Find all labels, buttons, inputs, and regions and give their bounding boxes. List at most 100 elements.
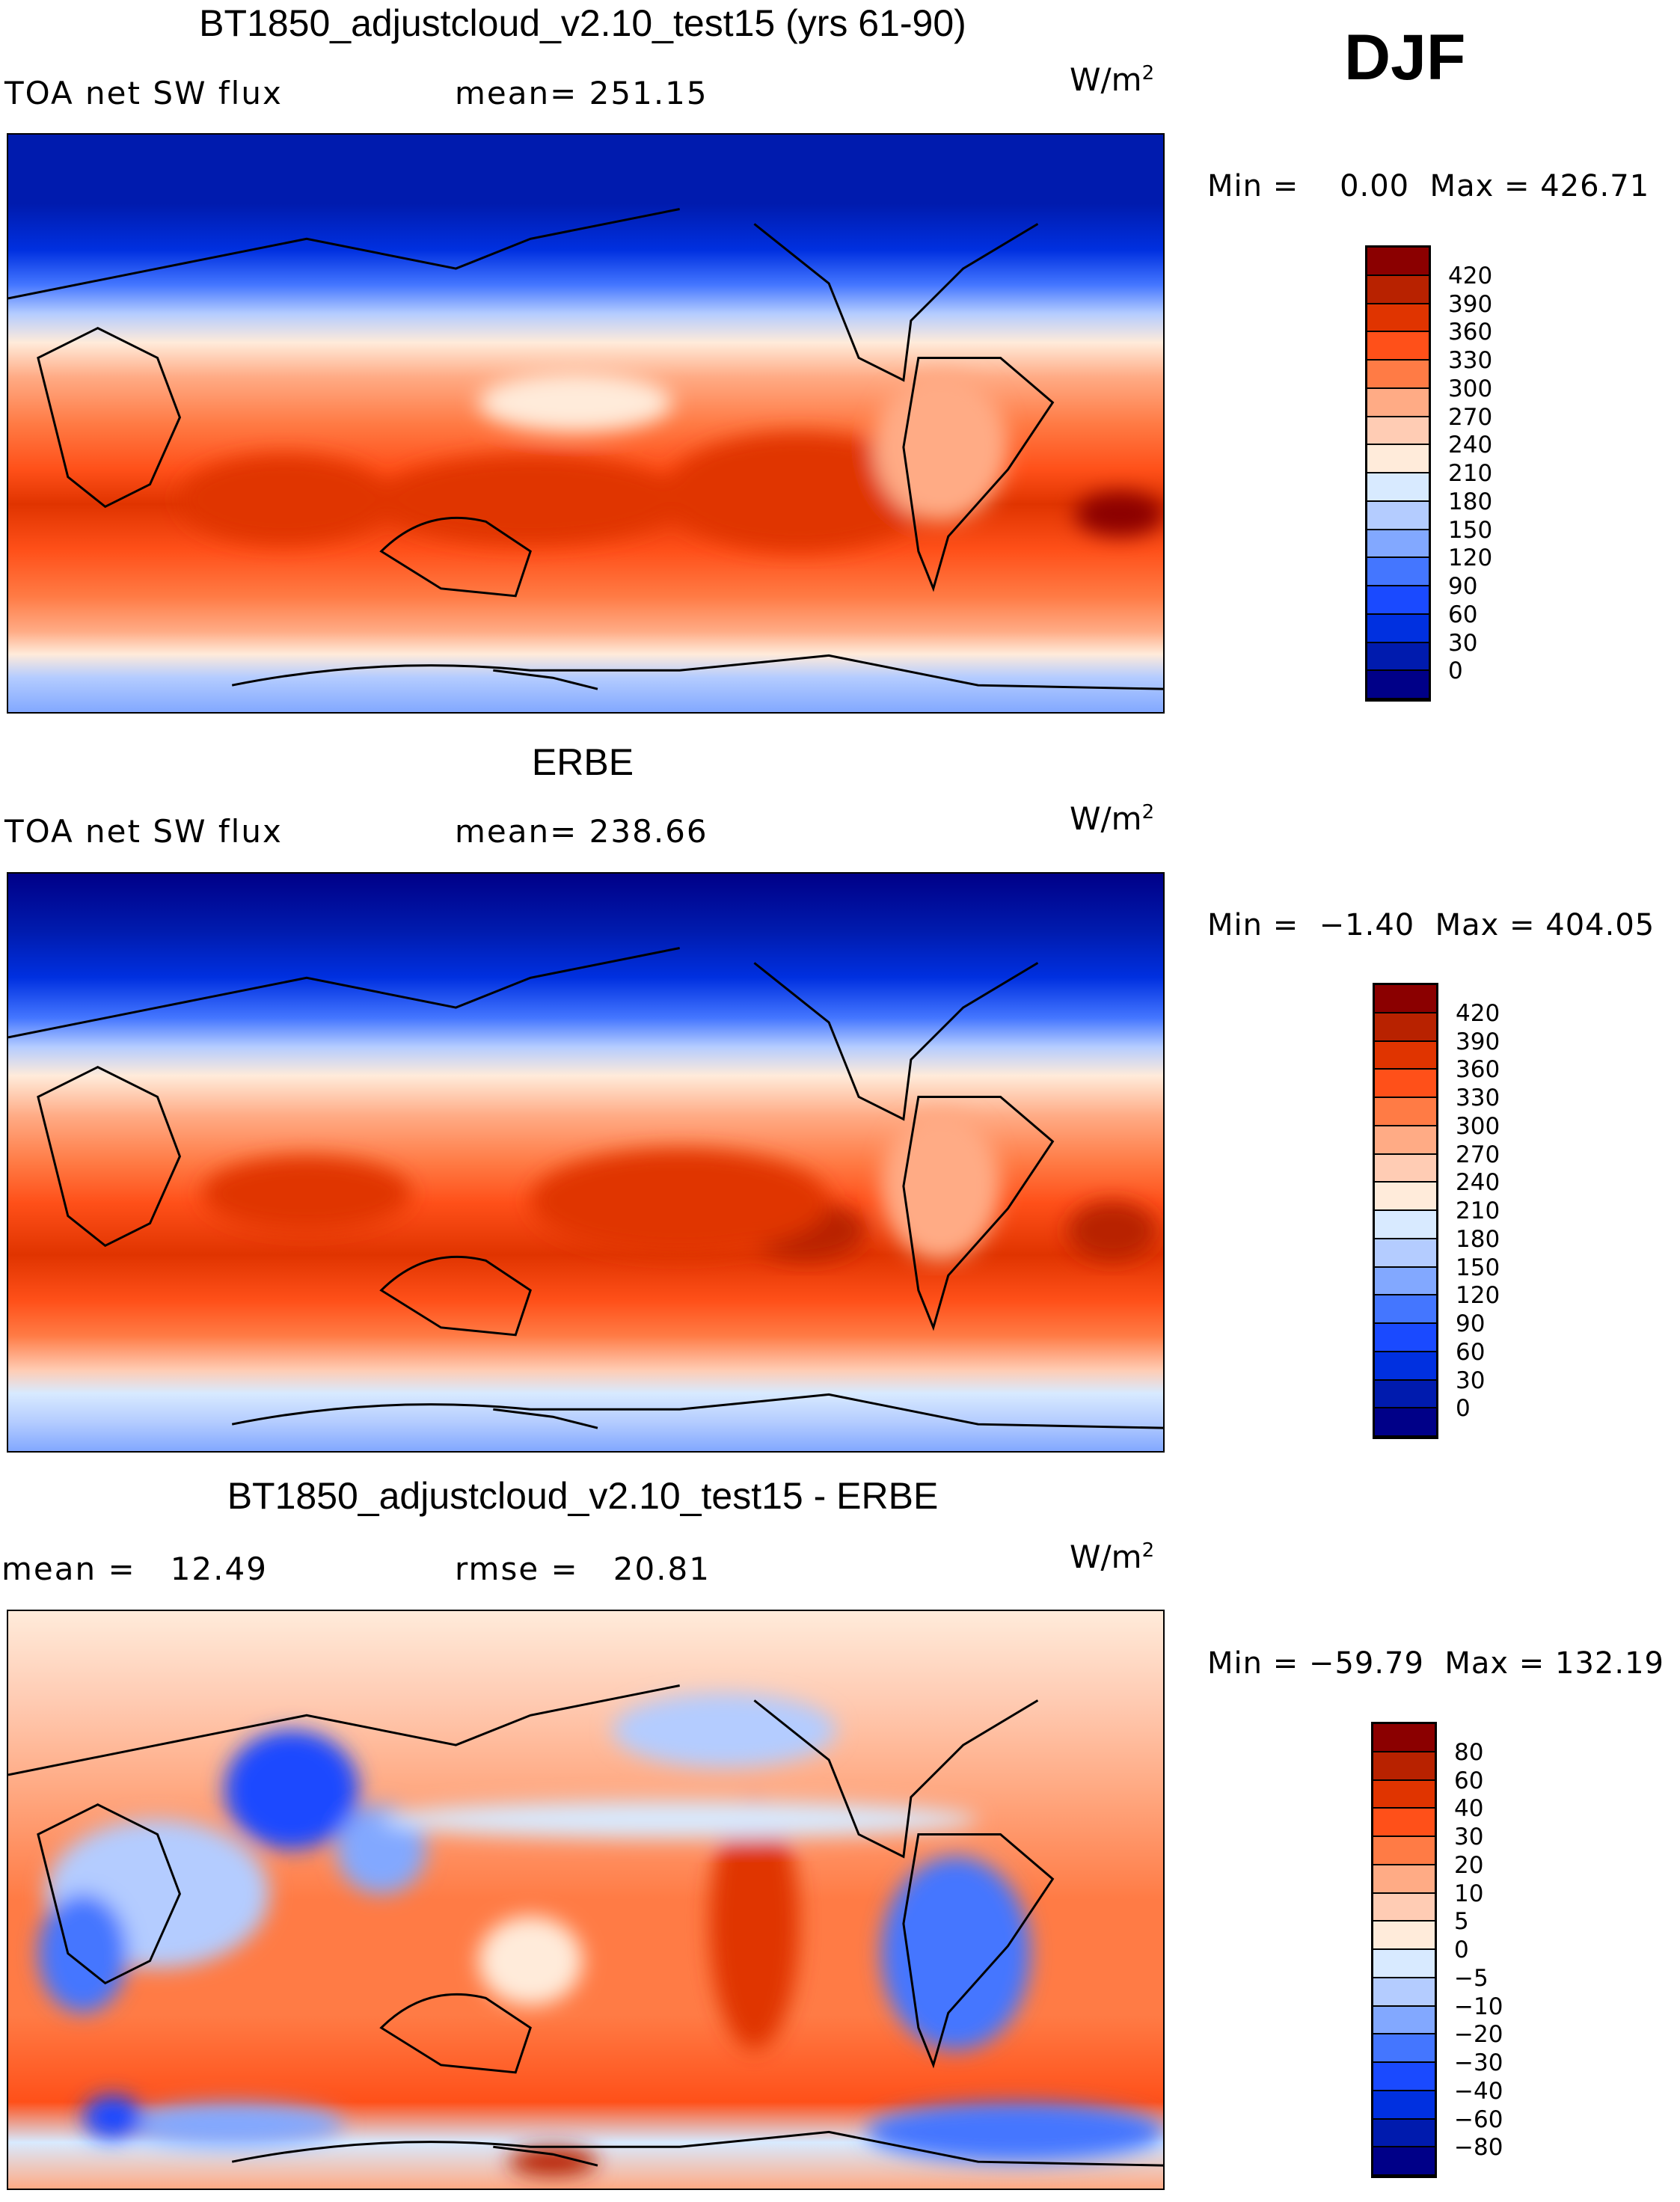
colorbar-swatch [1373,1893,1435,1923]
colorbar-swatch [1373,2147,1435,2177]
coastline [37,1065,182,1248]
colorbar-tick-label: 60 [1454,1767,1484,1794]
colorbar-tick-label: −30 [1454,2049,1503,2076]
colorbar-tick-label: 420 [1448,262,1493,289]
colorbar-swatch [1375,1352,1436,1381]
colorbar-swatch [1373,1809,1435,1838]
colorbar-swatch [1375,1154,1436,1184]
colorbar-tick-label: 240 [1448,432,1493,459]
colorbar-swatch [1375,1408,1436,1438]
colorbar-swatch [1375,1295,1436,1325]
colorbar-tick-label: −60 [1454,2106,1503,2133]
colorbar-swatch [1373,1724,1435,1753]
colorbar-swatch [1373,2091,1435,2120]
coastline [902,356,1055,592]
field-region [224,1730,359,1850]
panel3-units: W/m2 [1070,1539,1155,1575]
colorbar-tick-label: 270 [1456,1141,1500,1168]
field-anomalies [37,1693,1163,2177]
panel2-title: ERBE [531,741,634,783]
colorbar-tick-label: 60 [1456,1338,1486,1366]
colorbar-tick-label: 240 [1456,1169,1500,1197]
colorbar-tick-label: 10 [1454,1880,1484,1907]
colorbar-swatch [1375,1324,1436,1353]
colorbar-swatch [1367,473,1429,503]
colorbar-swatch [1373,2034,1435,2064]
coastline [231,1393,1163,1429]
field-region [1067,1200,1158,1261]
panel1-colorbar: 420 390 360 330 300 270 240 210 180 150 120 90 60 30 0 [1365,245,1492,702]
panel2-mean: mean= 238.66 [455,813,708,850]
coastline [753,962,1039,1121]
panel1-mean: mean= 251.15 [455,75,708,111]
field-anomalies [180,372,1163,552]
colorbar-swatch [1367,642,1429,672]
coastline [8,208,680,300]
colorbar-swatch [1375,985,1436,1014]
field-region [202,1156,411,1231]
field-region [709,1797,800,2050]
colorbar-tick-label: 330 [1456,1085,1500,1111]
panel1-variable: TOA net SW flux [4,75,283,111]
season-label: DJF [1344,22,1466,93]
colorbar-swatch [1373,2063,1435,2092]
colorbar-swatch [1375,1380,1436,1410]
panel1-map [7,133,1165,714]
colorbar-tick-label: 30 [1448,629,1478,657]
field-region [880,1111,1001,1261]
panel2-colorbar: 420 390 360 330 300 270 240 210 180 150 120 90 60 30 0 [1373,983,1500,1439]
coastline [902,1095,1055,1331]
colorbar-tick-label: −40 [1454,2077,1503,2105]
field-region [530,1149,830,1254]
field-region [381,1800,978,1838]
colorbar-swatch [1375,1070,1436,1099]
panel1-title: BT1850_adjustcloud_v2.10_test15 (yrs 61-… [199,2,966,44]
colorbar-swatch [1367,501,1429,531]
coastline [8,1684,680,1776]
colorbar-tick-label: 390 [1456,1028,1500,1055]
colorbar-tick-label: 270 [1448,403,1493,431]
coastline [493,1408,598,1429]
panel2-units: W/m2 [1070,800,1155,837]
colorbar-tick-label: 40 [1454,1795,1484,1823]
colorbar-swatch [1373,1978,1435,2008]
field-region [180,454,389,545]
colorbar-tick-label: 180 [1456,1225,1500,1253]
coastline [902,1833,1055,2069]
field-region [120,2102,344,2147]
coastline [379,1993,532,2074]
colorbar-tick-label: 80 [1454,1738,1484,1766]
colorbar-tick-label: −5 [1454,1964,1489,1992]
colorbar-tick-label: 30 [1456,1367,1486,1394]
colorbar-tick-label: 420 [1456,999,1500,1027]
colorbar-tick-label: 0 [1456,1395,1471,1423]
colorbar-swatch [1373,1752,1435,1782]
colorbar-swatch [1373,1837,1435,1866]
field-anomalies [202,1111,1158,1261]
colorbar-tick-label: 210 [1448,460,1493,487]
coastline [379,1255,532,1337]
colorbar-tick-label: 330 [1448,347,1493,374]
panel3-mean: mean = 12.49 [1,1551,268,1587]
field-region [866,2102,1163,2162]
colorbar-swatch [1375,1239,1436,1269]
colorbar-tick-label: 20 [1454,1851,1484,1879]
colorbar-swatch [1375,1041,1436,1071]
colorbar-swatch [1375,1098,1436,1127]
colorbar-swatch [1367,614,1429,644]
colorbar-tick-label: 90 [1448,573,1478,600]
colorbar-swatch [1367,361,1429,390]
colorbar-swatch [1373,1950,1435,1979]
colorbar-swatch [1375,1013,1436,1043]
colorbar-swatch [1375,1183,1436,1212]
colorbar-swatch [1367,417,1429,447]
colorbar-tick-label: 90 [1456,1310,1486,1337]
colorbar-tick-label: 60 [1448,601,1478,628]
colorbar-swatch [1367,388,1429,418]
coastline [37,326,182,509]
colorbar-swatch [1367,586,1429,616]
colorbar-tick-label: −10 [1454,1993,1503,2020]
colorbar-swatch [1375,1267,1436,1297]
colorbar-swatch [1367,304,1429,334]
